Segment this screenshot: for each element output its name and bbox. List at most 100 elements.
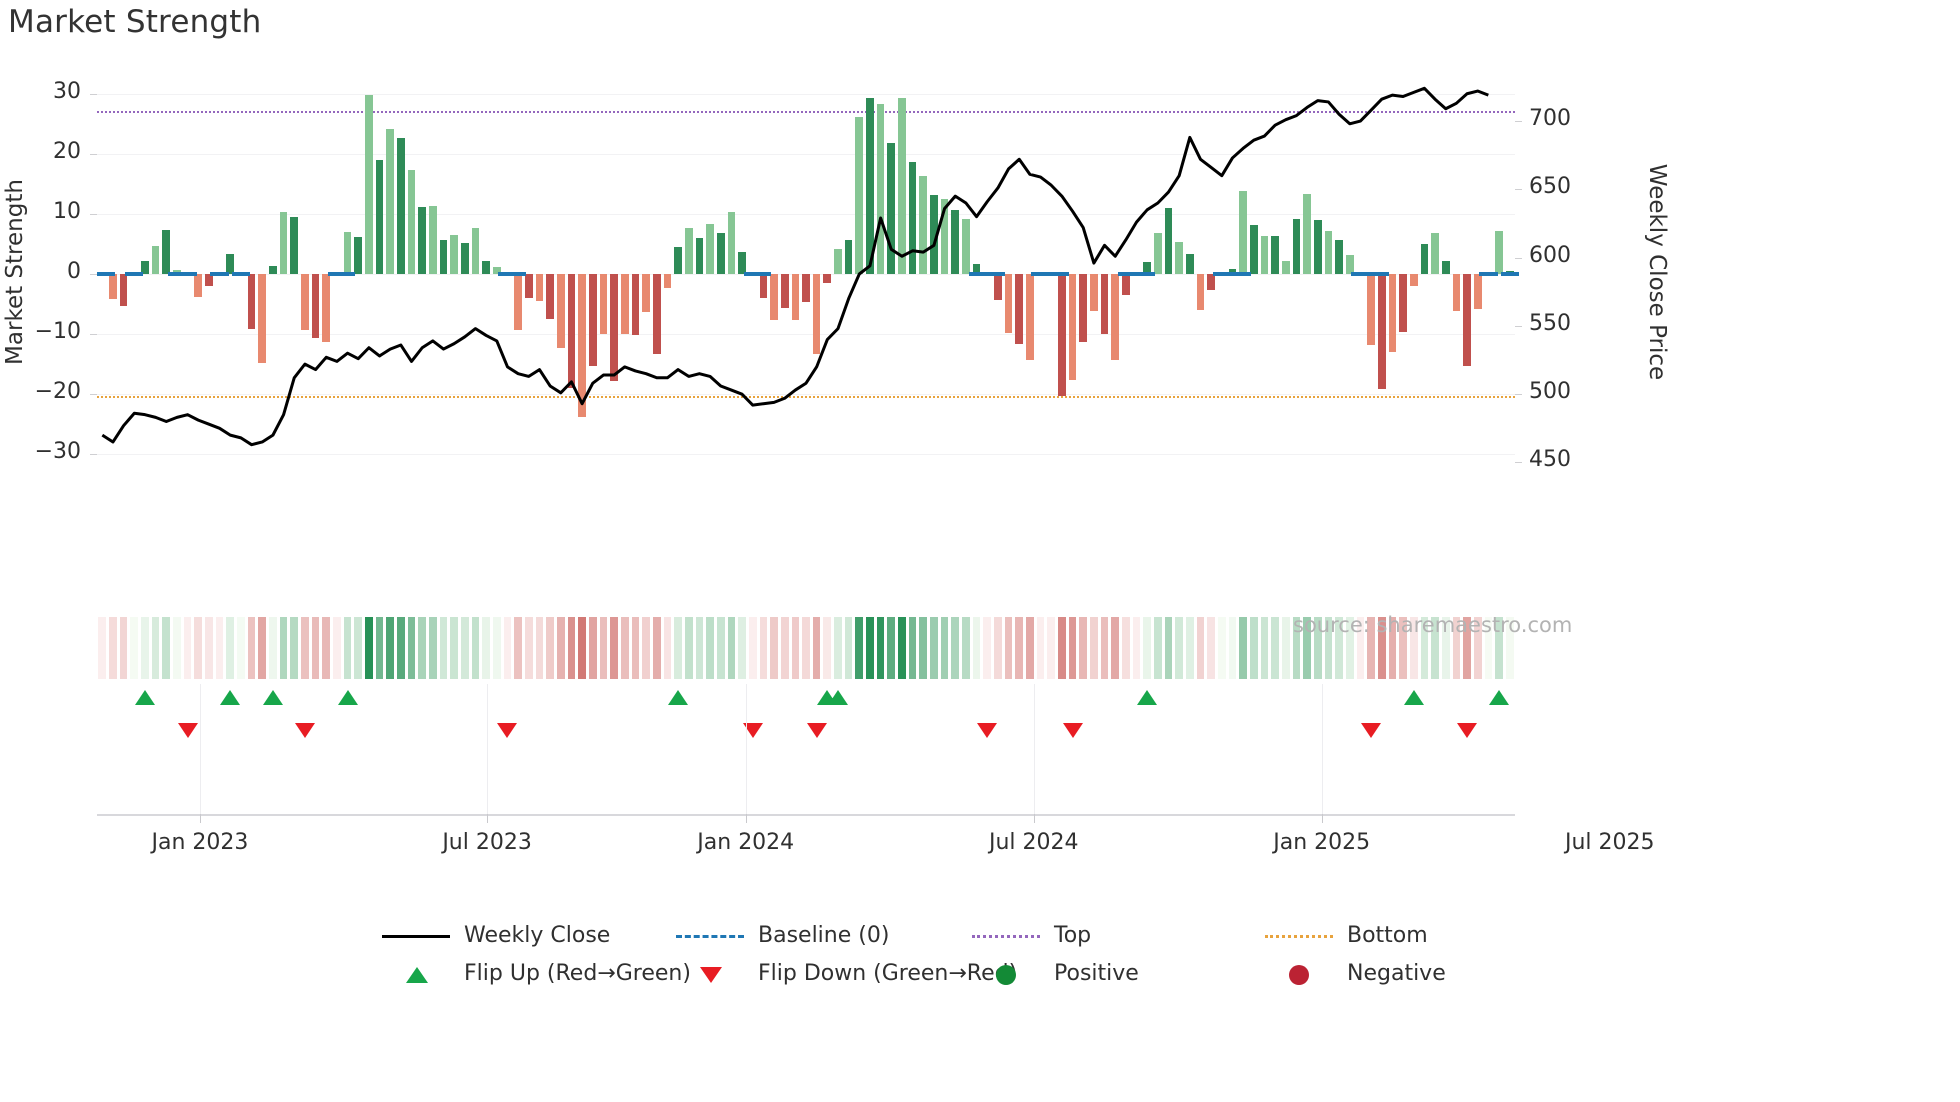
legend-item[interactable]: Baseline (0) [676,925,889,947]
bar [812,274,821,355]
flip-up-marker [262,690,283,705]
bar [631,274,640,336]
heatmap-cell [1409,617,1418,679]
flip-down-marker [294,723,315,738]
bar [1388,274,1397,352]
bar [599,274,608,334]
bar [1207,274,1215,290]
bar [439,240,448,274]
bar [1058,274,1066,397]
flip-up-marker [1137,690,1158,705]
heatmap-cell [791,617,800,679]
bar [1143,262,1151,274]
heatmap-cell [119,617,128,679]
heatmap-cell [98,617,107,679]
bar [834,249,842,274]
flip-up-marker [827,690,848,705]
legend-item[interactable]: Bottom [1265,925,1428,947]
heatmap-cell [1356,617,1365,679]
x-guide [745,684,747,814]
left-tick-label: 30 [53,79,81,104]
bar [535,274,544,301]
heatmap-cell [354,617,363,679]
bar [1015,274,1024,344]
heatmap-cell [1292,617,1301,679]
heatmap-cell [844,617,853,679]
x-tick-label: Jul 2023 [442,830,532,855]
baseline-segment [210,272,229,276]
heatmap-cell [407,617,416,679]
negative-swatch [1265,964,1333,985]
heatmap-cell [205,617,213,679]
bar [546,274,554,319]
heatmap-cell [524,617,533,679]
heatmap-cell [599,617,608,679]
bar [930,194,938,274]
heatmap-cell [1153,617,1162,679]
heatmap-cell [1495,617,1503,679]
baseline-segment [231,272,251,276]
bar [194,274,203,297]
heatmap-cell [951,617,960,679]
bar [1463,274,1471,366]
heatmap-cell [290,617,299,679]
legend-item[interactable]: Weekly Close [382,925,610,947]
bar [1335,240,1343,274]
bar [1175,241,1183,274]
bar [1122,274,1130,295]
bar [514,274,522,330]
gridline [97,214,1515,215]
bar [908,162,917,274]
bar [1399,274,1407,333]
bar [951,209,960,274]
legend-item[interactable]: Flip Down (Green→Red) [676,963,1017,985]
legend-item[interactable]: Top [972,925,1091,947]
heatmap-cell [418,617,426,679]
heatmap-cell [1473,617,1482,679]
bar [1377,274,1386,390]
heatmap-cell [1026,617,1034,679]
heatmap-cell [1228,617,1237,679]
bar [1153,233,1162,274]
heatmap-cell [460,617,469,679]
x-tick [199,814,201,823]
legend-item[interactable]: Positive [972,963,1139,985]
bar [354,236,363,274]
flip-up-swatch [382,964,450,984]
bar [386,129,395,274]
heatmap-cell [738,617,746,679]
bar [151,246,160,274]
right-tick-label: 700 [1529,106,1571,132]
heatmap-cell [642,617,650,679]
source-credit: source: sharemaestro.com [1293,613,1573,637]
right-tick-label: 550 [1529,310,1571,336]
left-tick-label: −20 [34,379,81,404]
bar [1111,274,1120,361]
bar [855,117,864,274]
legend-item[interactable]: Flip Up (Red→Green) [382,963,691,985]
right-tick [1515,462,1522,464]
x-guide [199,684,201,814]
baseline-segment [97,272,116,276]
bar [1441,261,1450,274]
baseline-segment [1351,272,1370,276]
legend-item[interactable]: Negative [1265,963,1446,985]
heatmap-cell [610,617,618,679]
flip-down-marker [977,723,998,738]
bar [301,274,309,331]
heatmap-cell [972,617,981,679]
bar [460,242,469,274]
x-tick [745,814,747,823]
bar [1452,274,1461,311]
heatmap-cell [1239,617,1247,679]
bar [716,233,725,274]
flip-down-marker [177,723,198,738]
gridline [97,334,1515,335]
flip-markers-layer [97,690,1515,810]
strength-heatmap-strip [97,617,1515,679]
bottom-reference-line [97,396,1515,399]
baseline-segment [1118,272,1155,276]
heatmap-cell [1303,617,1311,679]
heatmap-cell [1122,617,1130,679]
bar [119,274,128,307]
